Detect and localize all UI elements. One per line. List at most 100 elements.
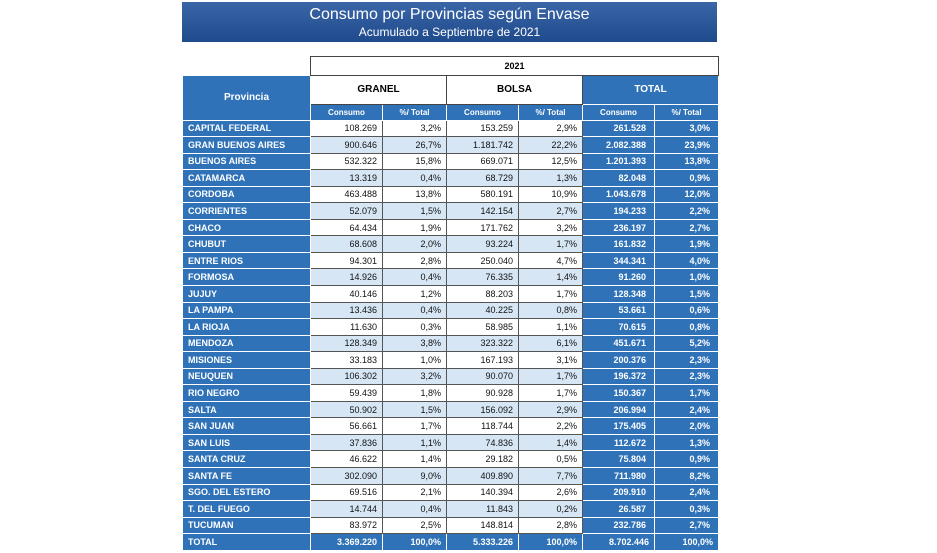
cell-province: SGO. DEL ESTERO — [182, 483, 311, 502]
cell-bolsa-consumo: 167.193 — [446, 351, 519, 369]
table-row: LA PAMPA 13.436 0,4% 40.225 0,8% 53.661 0,6% — [182, 301, 720, 320]
cell-granel-consumo: 50.902 — [310, 400, 383, 419]
cell-granel-pct: 2,5% — [382, 516, 447, 535]
cell-granel-consumo: 83.972 — [310, 516, 383, 535]
cell-total-consumo: 206.994 — [582, 400, 655, 419]
cell-total-consumo: 232.786 — [582, 516, 655, 535]
cell-granel-consumo: 46.622 — [310, 450, 383, 468]
cell-granel-pct: 1,1% — [382, 433, 447, 452]
table-row: GRAN BUENOS AIRES 900.646 26,7% 1.181.742 22… — [182, 136, 720, 154]
cell-bolsa-pct: 2,7% — [518, 202, 583, 220]
subheader-total-consumo: Consumo — [582, 103, 655, 121]
cell-total-consumo: 128.348 — [582, 284, 655, 303]
cell-total-pct: 0,9% — [653, 450, 720, 468]
table-row: CHUBUT 68.608 2,0% 93.224 1,7% 161.832 1,9% — [182, 235, 720, 253]
cell-total-pct: 1,7% — [653, 384, 720, 402]
cell-bolsa-consumo: 58.985 — [446, 318, 519, 336]
table-row: CHACO 64.434 1,9% 171.762 3,2% 236.197 2,7% — [182, 218, 720, 237]
cell-granel-pct: 26,7% — [382, 136, 447, 154]
cell-bolsa-consumo: 74.836 — [446, 433, 519, 452]
cell-bolsa-pct: 0,2% — [518, 500, 583, 518]
cell-granel-consumo: 64.434 — [310, 218, 383, 237]
cell-province: LA PAMPA — [182, 301, 311, 320]
cell-granel-pct: 3,8% — [382, 334, 447, 353]
cell-total-pct: 1,9% — [653, 235, 720, 253]
cell-bolsa-pct: 1,3% — [518, 169, 583, 187]
cell-total-pct: 13,8% — [653, 152, 720, 171]
cell-granel-consumo: 14.926 — [310, 268, 383, 286]
cell-bolsa-consumo: 1.181.742 — [446, 136, 519, 154]
cell-granel-pct: 1,5% — [382, 400, 447, 419]
cell-bolsa-pct: 1,4% — [518, 433, 583, 452]
table-row: SAN LUIS 37.836 1,1% 74.836 1,4% 112.672 1,3% — [182, 433, 720, 452]
total-cell-granel-consumo: 3.369.220 — [310, 533, 383, 551]
cell-granel-pct: 3,2% — [382, 367, 447, 386]
table-row: CAPITAL FEDERAL 108.269 3,2% 153.259 2,9% 261… — [182, 119, 720, 138]
table-row: CORDOBA 463.488 13,8% 580.191 10,9% 1.043.678… — [182, 185, 720, 204]
cell-total-consumo: 236.197 — [582, 218, 655, 237]
table-row: FORMOSA 14.926 0,4% 76.335 1,4% 91.260 1,0% — [182, 268, 720, 286]
cell-total-pct: 23,9% — [653, 136, 720, 154]
province-header: Provincia — [182, 74, 311, 121]
cell-granel-consumo: 463.488 — [310, 185, 383, 204]
cell-total-pct: 1,3% — [653, 433, 720, 452]
cell-total-pct: 0,9% — [653, 169, 720, 187]
cell-bolsa-pct: 1,4% — [518, 268, 583, 286]
cell-granel-pct: 2,0% — [382, 235, 447, 253]
cell-granel-pct: 13,8% — [382, 185, 447, 204]
table-row: BUENOS AIRES 532.322 15,8% 669.071 12,5% 1.20… — [182, 152, 720, 171]
cell-granel-consumo: 532.322 — [310, 152, 383, 171]
cell-total-pct: 2,7% — [653, 516, 720, 535]
consumption-table: 2021 Provincia GRANEL BOLSA TOTAL Consum… — [182, 56, 720, 551]
cell-province: MISIONES — [182, 351, 311, 369]
cell-total-consumo: 209.910 — [582, 483, 655, 502]
cell-granel-consumo: 900.646 — [310, 136, 383, 154]
cell-bolsa-consumo: 29.182 — [446, 450, 519, 468]
cell-total-consumo: 196.372 — [582, 367, 655, 386]
cell-bolsa-consumo: 140.394 — [446, 483, 519, 502]
cell-total-consumo: 82.048 — [582, 169, 655, 187]
cell-total-consumo: 70.615 — [582, 318, 655, 336]
cell-bolsa-consumo: 148.814 — [446, 516, 519, 535]
cell-province: SANTA FE — [182, 466, 311, 485]
year-header: 2021 — [309, 56, 720, 76]
total-cell-bolsa-pct: 100,0% — [518, 533, 583, 551]
subheader-granel-pct: %/ Total — [382, 103, 447, 121]
cell-granel-pct: 1,9% — [382, 218, 447, 237]
cell-province: SAN JUAN — [182, 417, 311, 435]
cell-total-consumo: 26.587 — [582, 500, 655, 518]
cell-granel-consumo: 68.608 — [310, 235, 383, 253]
total-cell-granel-pct: 100,0% — [382, 533, 447, 551]
cell-bolsa-consumo: 68.729 — [446, 169, 519, 187]
table-row: SANTA CRUZ 46.622 1,4% 29.182 0,5% 75.804 0,9% — [182, 450, 720, 468]
table-row: CATAMARCA 13.319 0,4% 68.729 1,3% 82.048 0,9% — [182, 169, 720, 187]
cell-province: CORDOBA — [182, 185, 311, 204]
table-row: SALTA 50.902 1,5% 156.092 2,9% 206.994 2,4% — [182, 400, 720, 419]
cell-granel-pct: 1,7% — [382, 417, 447, 435]
cell-granel-consumo: 69.516 — [310, 483, 383, 502]
cell-province: JUJUY — [182, 284, 311, 303]
cell-total-consumo: 112.672 — [582, 433, 655, 452]
cell-total-consumo: 194.233 — [582, 202, 655, 220]
cell-bolsa-pct: 1,7% — [518, 284, 583, 303]
cell-total-pct: 2,7% — [653, 218, 720, 237]
cell-total-consumo: 200.376 — [582, 351, 655, 369]
subheader-bolsa-pct: %/ Total — [518, 103, 583, 121]
cell-bolsa-consumo: 11.843 — [446, 500, 519, 518]
cell-granel-consumo: 128.349 — [310, 334, 383, 353]
cell-bolsa-pct: 2,2% — [518, 417, 583, 435]
table-body: CAPITAL FEDERAL 108.269 3,2% 153.259 2,9% 261… — [182, 119, 720, 551]
cell-total-consumo: 1.043.678 — [582, 185, 655, 204]
cell-granel-consumo: 33.183 — [310, 351, 383, 369]
cell-bolsa-consumo: 153.259 — [446, 119, 519, 138]
page-subtitle: Acumulado a Septiembre de 2021 — [358, 25, 541, 39]
cell-bolsa-pct: 1,7% — [518, 384, 583, 402]
cell-bolsa-pct: 4,7% — [518, 251, 583, 270]
cell-total-pct: 1,5% — [653, 284, 720, 303]
subheader-granel-consumo: Consumo — [310, 103, 383, 121]
cell-province: SAN LUIS — [182, 433, 311, 452]
cell-granel-consumo: 106.302 — [310, 367, 383, 386]
cell-total-pct: 3,0% — [653, 119, 720, 138]
cell-granel-consumo: 59.439 — [310, 384, 383, 402]
cell-province: RIO NEGRO — [182, 384, 311, 402]
